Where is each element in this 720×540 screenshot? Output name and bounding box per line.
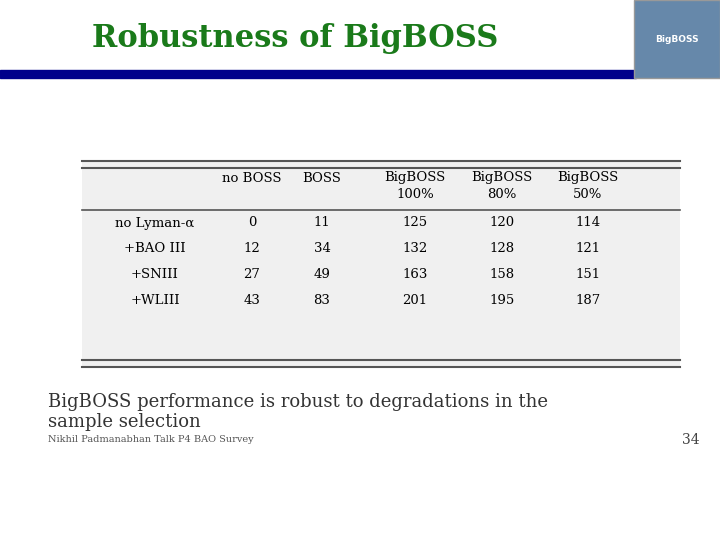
Text: no Lyman-α: no Lyman-α <box>115 217 194 230</box>
Bar <box>0 70 636 78</box>
Text: 158: 158 <box>490 268 515 281</box>
Text: 49: 49 <box>314 268 330 281</box>
Text: 34: 34 <box>683 433 700 447</box>
Text: no BOSS: no BOSS <box>222 172 282 185</box>
Text: 151: 151 <box>575 268 600 281</box>
Bar <box>82 160 680 368</box>
Text: 128: 128 <box>490 242 515 255</box>
Text: BOSS: BOSS <box>302 172 341 185</box>
Text: 195: 195 <box>490 294 515 307</box>
Text: Robustness of BigBOSS: Robustness of BigBOSS <box>92 23 498 53</box>
Text: 43: 43 <box>243 294 261 307</box>
Text: +SNIII: +SNIII <box>131 268 179 281</box>
Text: 12: 12 <box>243 242 261 255</box>
Text: 80%: 80% <box>487 187 517 200</box>
Text: +BAO III: +BAO III <box>124 242 186 255</box>
Text: 50%: 50% <box>573 187 603 200</box>
Text: 120: 120 <box>490 217 515 230</box>
Text: Nikhil Padmanabhan Talk P4 BAO Survey: Nikhil Padmanabhan Talk P4 BAO Survey <box>48 435 253 444</box>
Text: 187: 187 <box>575 294 600 307</box>
Text: BigBOSS: BigBOSS <box>655 35 699 44</box>
Text: 114: 114 <box>575 217 600 230</box>
Bar <box>634 0 720 78</box>
Text: 11: 11 <box>314 217 330 230</box>
Text: sample selection: sample selection <box>48 413 201 431</box>
Text: 132: 132 <box>402 242 428 255</box>
Text: 0: 0 <box>248 217 256 230</box>
Text: BigBOSS: BigBOSS <box>384 172 446 185</box>
Text: 27: 27 <box>243 268 261 281</box>
Text: BigBOSS: BigBOSS <box>557 172 618 185</box>
Text: BigBOSS: BigBOSS <box>472 172 533 185</box>
Text: 163: 163 <box>402 268 428 281</box>
Text: 125: 125 <box>402 217 428 230</box>
Text: BigBOSS performance is robust to degradations in the: BigBOSS performance is robust to degrada… <box>48 393 548 411</box>
Text: +WLIII: +WLIII <box>130 294 180 307</box>
Text: 201: 201 <box>402 294 428 307</box>
Text: 121: 121 <box>575 242 600 255</box>
Text: 100%: 100% <box>396 187 434 200</box>
Text: 83: 83 <box>314 294 330 307</box>
Text: 34: 34 <box>314 242 330 255</box>
Bar <box>0 0 720 72</box>
